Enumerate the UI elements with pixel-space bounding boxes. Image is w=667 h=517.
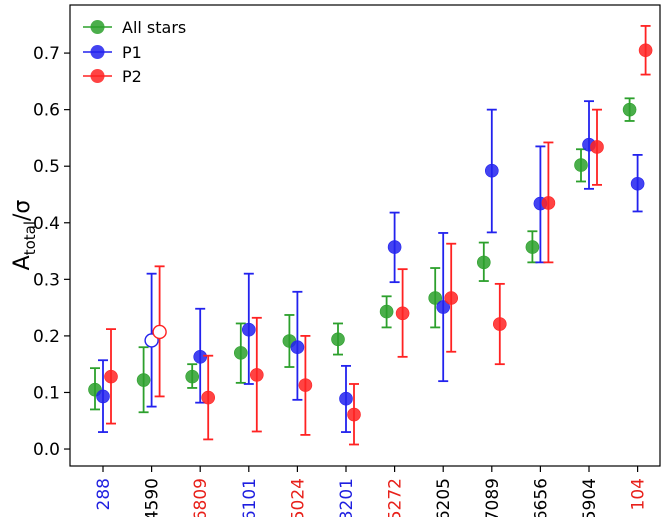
data-point: [339, 391, 353, 406]
plot-frame: [69, 4, 661, 467]
data-point: [242, 322, 256, 337]
series-p1: [96, 100, 645, 433]
data-point: [331, 332, 345, 347]
data-point: [387, 240, 402, 254]
data-point: [185, 369, 199, 384]
data-point: [136, 373, 151, 387]
y-tick-label: 0.3: [33, 270, 60, 290]
data-point: [193, 350, 207, 364]
data-point: [436, 300, 451, 314]
data-point: [234, 346, 248, 360]
x-tick-label: 5024: [288, 478, 308, 517]
legend-item-p1: P1: [83, 43, 142, 62]
y-tick-label: 0.0: [33, 440, 60, 460]
data-point: [630, 176, 645, 191]
x-tick-label: 288: [94, 478, 114, 510]
data-point: [590, 140, 604, 154]
x-tick-label: 3201: [337, 478, 357, 517]
legend-item-all-stars: All stars: [83, 18, 186, 37]
data-point: [201, 390, 215, 405]
data-point: [379, 304, 394, 319]
data-point: [290, 340, 305, 355]
legend-label-p2: P2: [122, 67, 142, 86]
data-point: [638, 43, 653, 58]
y-tick-label: 0.6: [33, 101, 60, 121]
y-tick-label: 0.2: [33, 327, 60, 347]
x-tick-label: 6101: [240, 478, 260, 517]
series-all-stars: [88, 97, 637, 414]
legend-marker-p2: [90, 69, 105, 83]
data-point: [492, 317, 507, 331]
data-point: [428, 291, 443, 305]
y-tick-label: 0.4: [33, 214, 60, 234]
x-tick-label: 4590: [143, 478, 163, 517]
data-point: [298, 378, 313, 392]
data-point: [96, 389, 110, 404]
legend-marker-p1: [90, 45, 105, 59]
x-tick-label: 6809: [191, 478, 211, 517]
x-tick-label: 7089: [483, 478, 503, 517]
y-axis: 0.0 0.1 0.2 0.3 0.4 0.5 0.6 0.7: [33, 44, 70, 460]
data-point: [249, 368, 264, 382]
y-tick-label: 0.1: [33, 383, 60, 403]
data-point: [347, 407, 361, 422]
data-point: [152, 324, 167, 340]
data-point: [484, 163, 499, 178]
data-point: [444, 291, 459, 305]
data-marks: [88, 25, 653, 446]
y-axis-label-tail: /σ: [10, 200, 35, 221]
x-tick-label: 5272: [386, 478, 406, 517]
x-axis: 288 4590 6809 6101 5024 3201 5272 6205 7089 6656 5…: [94, 466, 649, 517]
y-axis-label: Atotal/σ: [10, 200, 39, 271]
x-tick-label: 5904: [580, 478, 600, 517]
data-point: [395, 306, 410, 321]
y-axis-label-sub: total: [21, 221, 39, 255]
x-tick-label: 6656: [531, 478, 551, 517]
y-tick-label: 0.7: [33, 44, 60, 64]
data-point: [622, 102, 637, 117]
legend-marker-all-stars: [90, 20, 105, 34]
legend: All stars P1 P2: [83, 18, 186, 86]
data-point: [541, 196, 556, 210]
legend-label-all-stars: All stars: [122, 18, 186, 37]
data-point: [525, 240, 540, 254]
y-tick-label: 0.5: [33, 157, 60, 177]
data-point: [574, 158, 588, 172]
y-axis-label-main: A: [10, 255, 35, 270]
legend-item-p2: P2: [83, 67, 142, 86]
series-p2: [104, 25, 653, 446]
x-tick-label: 6205: [434, 478, 454, 517]
legend-label-p1: P1: [122, 43, 142, 62]
data-point: [104, 369, 118, 384]
x-tick-label: 104: [629, 478, 649, 510]
data-point: [476, 255, 491, 270]
